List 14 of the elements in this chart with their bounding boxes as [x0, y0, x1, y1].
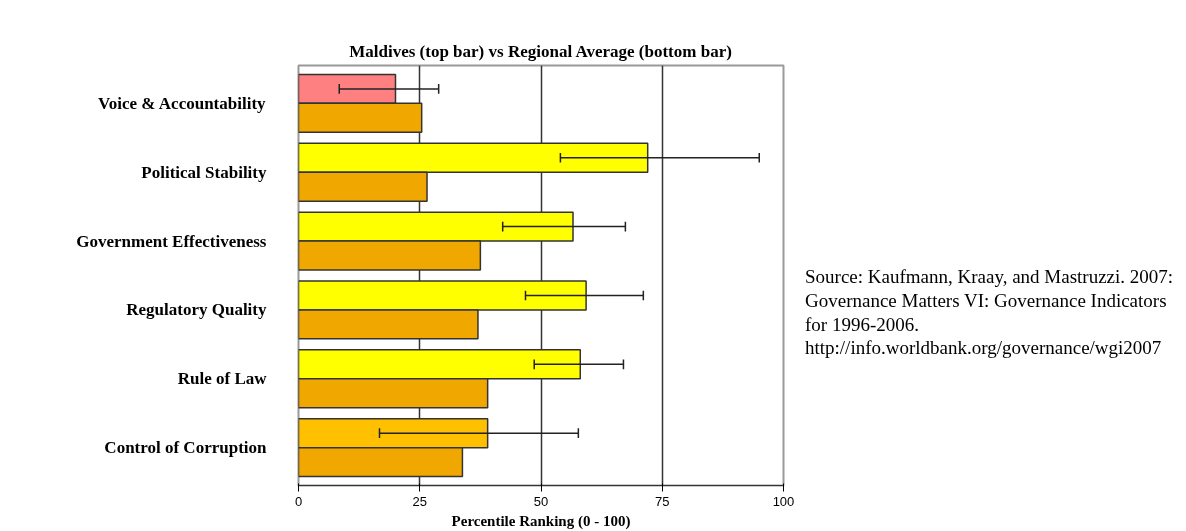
- y-tick-label: Government Effectiveness: [76, 231, 267, 251]
- x-tick-label: 50: [533, 493, 549, 509]
- x-axis-title: Percentile Ranking (0 - 100): [451, 512, 631, 530]
- y-tick-label: Rule of Law: [177, 369, 268, 389]
- chart-title: Maldives (top bar) vs Regional Average (bottom bar): [349, 41, 732, 61]
- source-note: Source: Kaufmann, Kraay, and Mastruzzi. 2007: Governance Matters VI: Governance Indicators for 1996-2006. http://info.worldbank.org/governance/wgi2007: [805, 265, 1175, 360]
- x-tick-label: 0: [294, 493, 303, 509]
- y-tick-label: Regulatory Quality: [126, 300, 267, 320]
- x-tick-label: 75: [655, 493, 670, 509]
- x-tick-label: 100: [772, 493, 795, 509]
- y-tick-label: Control of Corruption: [104, 438, 268, 458]
- y-tick-label: Voice & Accountability: [98, 93, 267, 113]
- y-tick-label: Political Stability: [141, 162, 267, 182]
- x-tick-label: 25: [412, 493, 427, 509]
